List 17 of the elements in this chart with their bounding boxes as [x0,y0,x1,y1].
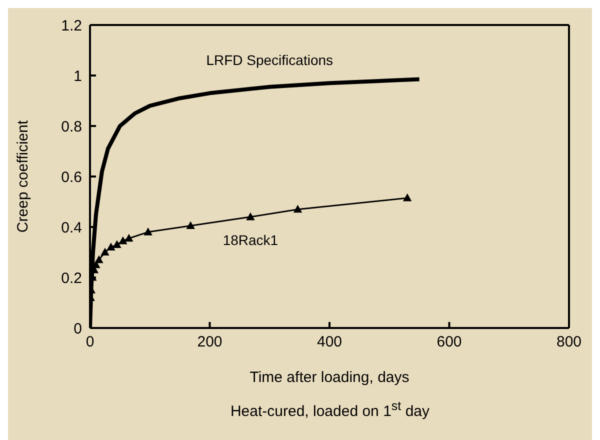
y-axis-title: Creep coefficient [14,120,32,233]
series-label: LRFD Specifications [206,52,334,68]
y-tick-label: 1.2 [61,17,82,34]
y-tick-label: 0.6 [61,168,82,186]
x-tick-label: 800 [556,334,582,351]
y-tick-label: 0.2 [61,270,82,287]
y-tick-label: 1 [74,68,82,85]
x-tick-label: 200 [197,334,222,351]
x-tick-label: 0 [86,334,94,351]
x-tick-label: 600 [436,334,462,351]
y-tick-label: 0.4 [61,219,82,236]
y-tick-label: 0.8 [61,118,82,136]
x-tick-label: 400 [316,334,342,351]
series-label: 18Rack1 [222,232,278,248]
x-axis-title: Time after loading, days [250,369,410,386]
text: Heat-cured, loaded on 1$^{st}$ day [229,398,431,422]
y-tick-label: 0 [74,320,82,338]
